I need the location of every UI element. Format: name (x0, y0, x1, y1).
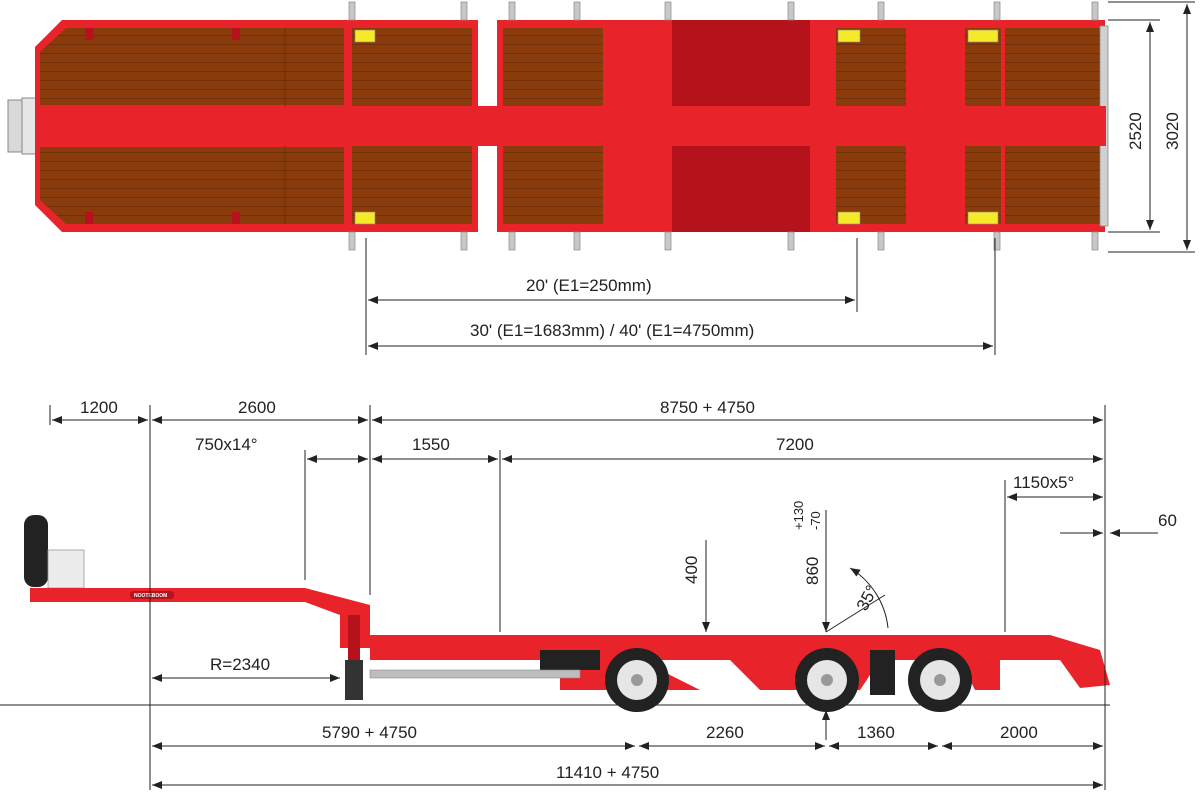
top-dimensions (365, 1, 1195, 355)
central-beam (36, 106, 1106, 146)
dim-text-400: 400 (682, 556, 701, 584)
side-view: NOOTEBOOM (0, 398, 1177, 790)
dim-text-60: 60 (1158, 511, 1177, 530)
wheels (605, 648, 972, 712)
dim-text-radius: R=2340 (210, 655, 270, 674)
dim-text-1360: 1360 (857, 723, 895, 742)
spare-wheel (24, 515, 48, 587)
dim-text-2260: 2260 (706, 723, 744, 742)
dim-text-1150x5: 1150x5° (1013, 473, 1074, 492)
gooseneck-side: NOOTEBOOM (30, 588, 370, 700)
top-view: 2520 3020 20' (E1=250mm) 30' (E1=1683mm)… (7, 1, 1195, 355)
dim-text-2600: 2600 (238, 398, 276, 417)
dim-text-750x14: 750x14° (195, 435, 258, 454)
dim-text-1200: 1200 (80, 398, 118, 417)
dim-text-5790: 5790 + 4750 (322, 723, 417, 742)
dim-text-11410: 11410 + 4750 (556, 763, 659, 782)
dim-text-7200: 7200 (776, 435, 814, 454)
dim-text-3020: 3020 (1163, 112, 1182, 150)
brand-logo-text: NOOTEBOOM (134, 593, 167, 599)
main-frame-side (369, 635, 1110, 695)
dim-text-tol-minus: -70 (808, 511, 823, 530)
dim-text-860: 860 (803, 557, 822, 585)
outriggers (348, 1, 1099, 251)
dim-text-angle: 35° (853, 582, 882, 614)
dim-text-1550: 1550 (412, 435, 450, 454)
dim-text-20ft: 20' (E1=250mm) (526, 276, 652, 295)
dim-text-8750: 8750 + 4750 (660, 398, 755, 417)
brand-logo-plate (130, 591, 174, 599)
twistlocks (354, 29, 999, 225)
dim-text-tol-plus: +130 (791, 501, 806, 530)
side-dimensions (0, 405, 1158, 790)
dim-text-30-40ft: 30' (E1=1683mm) / 40' (E1=4750mm) (470, 321, 754, 340)
dim-text-2000: 2000 (1000, 723, 1038, 742)
dim-arc-35 (849, 567, 889, 629)
dim-text-2520: 2520 (1126, 112, 1145, 150)
